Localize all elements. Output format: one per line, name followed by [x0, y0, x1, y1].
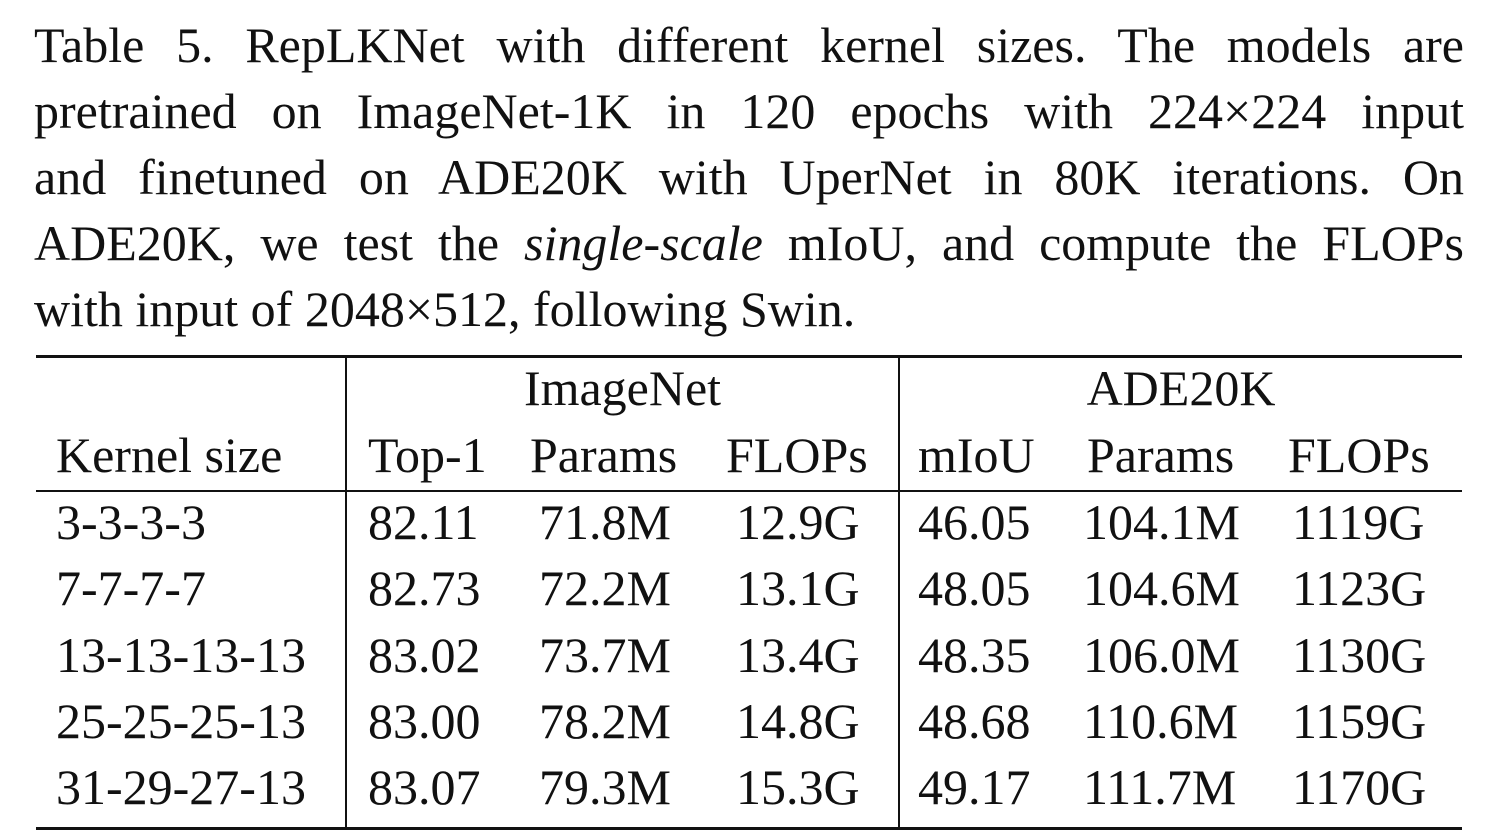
cell-imagenet-params: 79.3M: [539, 759, 671, 815]
cell-imagenet-top1: 83.07: [368, 759, 481, 815]
table-bottom-rule: [36, 827, 1462, 830]
cell-ade20k-flops: 1119G: [1292, 494, 1425, 550]
cell-ade20k-flops: 1170G: [1292, 759, 1427, 815]
column-header-kernel-size: Kernel size: [56, 427, 283, 483]
cell-ade20k-flops: 1159G: [1292, 693, 1427, 749]
caption-line-2: pretrained on ImageNet-1K in 120 epochs …: [34, 83, 1464, 139]
table-divider-imagenet-ade20k: [898, 355, 900, 827]
column-header-ade20k-miou: mIoU: [918, 427, 1035, 483]
caption-emphasis: single-scale: [524, 215, 763, 271]
cell-ade20k-miou: 49.17: [918, 759, 1031, 815]
cell-imagenet-flops: 12.9G: [736, 494, 860, 550]
caption-line-5: with input of 2048×512, following Swin.: [34, 281, 856, 337]
cell-imagenet-params: 71.8M: [539, 494, 671, 550]
cell-imagenet-flops: 15.3G: [736, 759, 860, 815]
cell-ade20k-flops: 1123G: [1292, 560, 1427, 616]
group-header-imagenet: ImageNet: [523, 360, 722, 416]
cell-ade20k-miou: 48.68: [918, 693, 1031, 749]
cell-imagenet-top1: 82.73: [368, 560, 481, 616]
cell-kernel-size: 13-13-13-13: [56, 627, 306, 683]
column-header-ade20k-params: Params: [1087, 427, 1235, 483]
table-header-rule: [36, 490, 1462, 492]
cell-ade20k-params: 106.0M: [1083, 627, 1240, 683]
caption-line-4: ADE20K, we test the single-scale mIoU, a…: [34, 210, 1464, 276]
caption-line-4-pre: ADE20K, we test the: [34, 215, 525, 271]
cell-kernel-size: 7-7-7-7: [56, 560, 206, 616]
table-caption: Table 5. RepLKNet with different kernel …: [34, 12, 1464, 342]
cell-ade20k-miou: 48.05: [918, 560, 1031, 616]
table-divider-kernel: [345, 355, 347, 827]
cell-imagenet-top1: 83.00: [368, 693, 481, 749]
cell-ade20k-params: 104.1M: [1083, 494, 1240, 550]
column-header-ade20k-flops: FLOPs: [1288, 427, 1430, 483]
cell-imagenet-top1: 82.11: [368, 494, 479, 550]
group-header-ade20k: ADE20K: [1086, 360, 1276, 416]
cell-ade20k-flops: 1130G: [1292, 627, 1427, 683]
column-header-imagenet-flops: FLOPs: [726, 427, 868, 483]
cell-imagenet-params: 72.2M: [539, 560, 671, 616]
cell-imagenet-flops: 13.1G: [736, 560, 860, 616]
cell-ade20k-miou: 48.35: [918, 627, 1031, 683]
cell-ade20k-params: 104.6M: [1083, 560, 1240, 616]
cell-imagenet-params: 78.2M: [539, 693, 671, 749]
cell-imagenet-flops: 14.8G: [736, 693, 860, 749]
cell-imagenet-flops: 13.4G: [736, 627, 860, 683]
column-header-imagenet-params: Params: [530, 427, 678, 483]
cell-kernel-size: 31-29-27-13: [56, 759, 306, 815]
cell-kernel-size: 25-25-25-13: [56, 693, 306, 749]
caption-line-4-post: mIoU, and compute the FLOPs: [762, 215, 1465, 271]
table-top-rule: [36, 355, 1462, 358]
cell-kernel-size: 3-3-3-3: [56, 494, 206, 550]
column-header-imagenet-top1: Top-1: [368, 427, 487, 483]
cell-imagenet-top1: 83.02: [368, 627, 481, 683]
cell-ade20k-params: 110.6M: [1083, 693, 1239, 749]
cell-imagenet-params: 73.7M: [539, 627, 671, 683]
caption-line-3: and finetuned on ADE20K with UperNet in …: [34, 149, 1464, 205]
caption-line-1: Table 5. RepLKNet with different kernel …: [34, 17, 1464, 73]
cell-ade20k-miou: 46.05: [918, 494, 1031, 550]
cell-ade20k-params: 111.7M: [1083, 759, 1237, 815]
